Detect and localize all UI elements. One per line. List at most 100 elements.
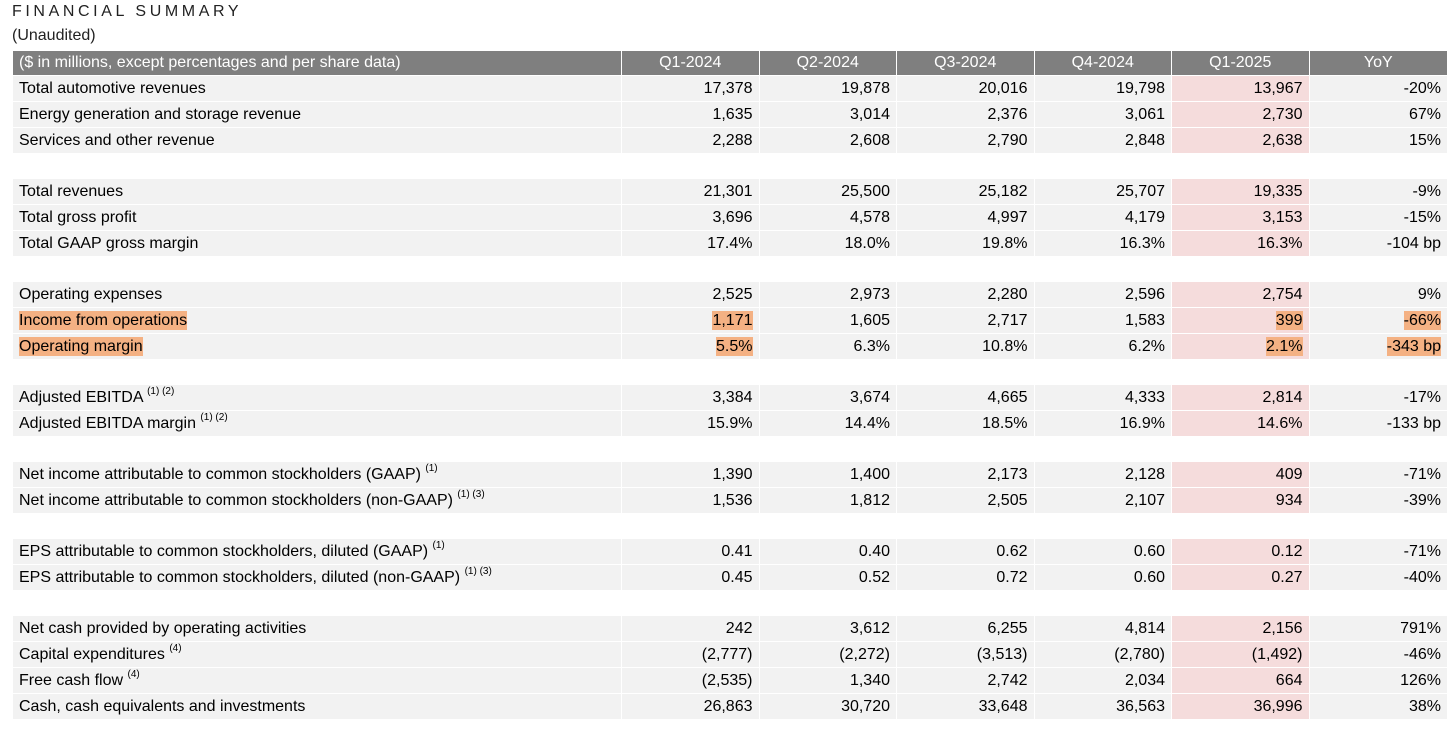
footnote-ref: (1) (3) (457, 488, 485, 500)
header-q1-2024: Q1-2024 (622, 51, 760, 75)
financial-summary-table: ($ in millions, except percentages and p… (13, 51, 1447, 719)
row-label-cell: Net income attributable to common stockh… (13, 487, 622, 513)
row-label: Capital expenditures (19, 645, 165, 663)
value-cell-q3-2024: 33,648 (897, 693, 1035, 719)
value-cell-q1-2024: 1,536 (622, 487, 760, 513)
value-cell-q2-2024: 25,500 (759, 178, 897, 204)
value: 2,973 (849, 285, 890, 303)
row-label-cell: Operating margin (13, 333, 622, 359)
value-cell-q2-2024: 1,400 (759, 461, 897, 487)
value-cell-yoy: -133 bp (1309, 410, 1447, 436)
value-cell-q1-2024: 2,525 (622, 281, 760, 307)
value-cell-yoy: 9% (1309, 281, 1447, 307)
row-label-cell: Total automotive revenues (13, 75, 622, 101)
value: 2,505 (987, 491, 1028, 509)
header-yoy: YoY (1309, 51, 1447, 75)
footnote-ref: (4) (169, 642, 182, 654)
value-cell-q1-2024: 242 (622, 615, 760, 641)
value-cell-q1-2025: 14.6% (1172, 410, 1310, 436)
spacer-cell (13, 359, 1447, 384)
table-row: Net income attributable to common stockh… (13, 487, 1447, 513)
row-label: Adjusted EBITDA margin (19, 414, 196, 432)
row-label: Net income attributable to common stockh… (19, 465, 421, 483)
spacer-row (13, 153, 1447, 178)
value: 19.8% (982, 234, 1028, 252)
value-cell-q1-2024: 15.9% (622, 410, 760, 436)
value-cell-q1-2024: (2,535) (622, 667, 760, 693)
spacer-row (13, 590, 1447, 615)
table-row: EPS attributable to common stockholders,… (13, 538, 1447, 564)
row-label-cell: Energy generation and storage revenue (13, 101, 622, 127)
value-cell-q1-2024: 17.4% (622, 230, 760, 256)
value-cell-q2-2024: 2,973 (759, 281, 897, 307)
value-cell-q4-2024: 0.60 (1034, 538, 1172, 564)
value-cell-q4-2024: 0.60 (1034, 564, 1172, 590)
value-cell-q4-2024: 2,034 (1034, 667, 1172, 693)
value: 15% (1408, 131, 1441, 149)
value: 9% (1417, 285, 1441, 303)
value: -71% (1403, 465, 1441, 483)
value: 19,335 (1253, 182, 1303, 200)
value: 33,648 (978, 697, 1028, 715)
row-label-cell: Services and other revenue (13, 127, 622, 153)
value-cell-q4-2024: 2,107 (1034, 487, 1172, 513)
value: 3,696 (712, 208, 753, 226)
spacer-cell (13, 513, 1447, 538)
table-row: Free cash flow (4) (2,535) 1,340 2,742 2,034… (13, 667, 1447, 693)
value-cell-q2-2024: 0.52 (759, 564, 897, 590)
page-title: FINANCIAL SUMMARY (12, 3, 243, 20)
value-cell-q1-2024: 1,635 (622, 101, 760, 127)
value-cell-yoy: -66% (1309, 307, 1447, 333)
value: 6.3% (853, 337, 890, 355)
value-cell-q3-2024: 2,742 (897, 667, 1035, 693)
value-cell-yoy: -40% (1309, 564, 1447, 590)
value: 13,967 (1253, 79, 1303, 97)
value-cell-q1-2024: 2,288 (622, 127, 760, 153)
value-cell-q1-2024: 3,384 (622, 384, 760, 410)
value-cell-q2-2024: 30,720 (759, 693, 897, 719)
row-label-cell: Operating expenses (13, 281, 622, 307)
footnote-ref: (1) (2) (200, 411, 228, 423)
value: 18.5% (982, 414, 1028, 432)
page-subtitle: (Unaudited) (12, 27, 96, 44)
value: 21,301 (703, 182, 753, 200)
table-row: Income from operations 1,171 1,605 2,717 1,5… (13, 307, 1447, 333)
value: 25,707 (1116, 182, 1165, 200)
value: 26,863 (703, 697, 753, 715)
value: 1,583 (1124, 311, 1165, 329)
footnote-ref: (1) (432, 539, 445, 551)
value: -71% (1403, 542, 1441, 560)
row-label: Services and other revenue (19, 131, 215, 149)
value-cell-q1-2025: 2,156 (1172, 615, 1310, 641)
value-cell-q1-2025: 934 (1172, 487, 1310, 513)
value-cell-q1-2024: 0.45 (622, 564, 760, 590)
value-cell-q1-2025: 36,996 (1172, 693, 1310, 719)
value: 15.9% (707, 414, 753, 432)
value-cell-q1-2025: 0.27 (1172, 564, 1310, 590)
value-cell-yoy: -39% (1309, 487, 1447, 513)
row-label-cell: Adjusted EBITDA margin (1) (2) (13, 410, 622, 436)
row-label: Total automotive revenues (19, 79, 206, 97)
value: 3,612 (849, 619, 890, 637)
value-cell-yoy: 38% (1309, 693, 1447, 719)
value-cell-q3-2024: 10.8% (897, 333, 1035, 359)
row-label: EPS attributable to common stockholders,… (19, 542, 429, 560)
value: 16.9% (1119, 414, 1165, 432)
value-cell-q1-2025: 399 (1172, 307, 1310, 333)
table-row: Total gross profit 3,696 4,578 4,997 4,179 3,… (13, 204, 1447, 230)
value-cell-q3-2024: 0.72 (897, 564, 1035, 590)
row-label-cell: Income from operations (13, 307, 622, 333)
value: 934 (1275, 491, 1303, 509)
table-body: Total automotive revenues 17,378 19,878 20,… (13, 75, 1447, 719)
table-row: Total automotive revenues 17,378 19,878 20,… (13, 75, 1447, 101)
table-row: Capital expenditures (4) (2,777) (2,272) (3… (13, 641, 1447, 667)
row-label-cell: Free cash flow (4) (13, 667, 622, 693)
value: 2,730 (1262, 105, 1303, 123)
value: 2,596 (1124, 285, 1165, 303)
row-label-cell: Net income attributable to common stockh… (13, 461, 622, 487)
value-cell-q4-2024: (2,780) (1034, 641, 1172, 667)
value: 67% (1408, 105, 1441, 123)
value: -9% (1412, 182, 1441, 200)
header-q2-2024: Q2-2024 (759, 51, 897, 75)
value: 4,997 (987, 208, 1028, 226)
